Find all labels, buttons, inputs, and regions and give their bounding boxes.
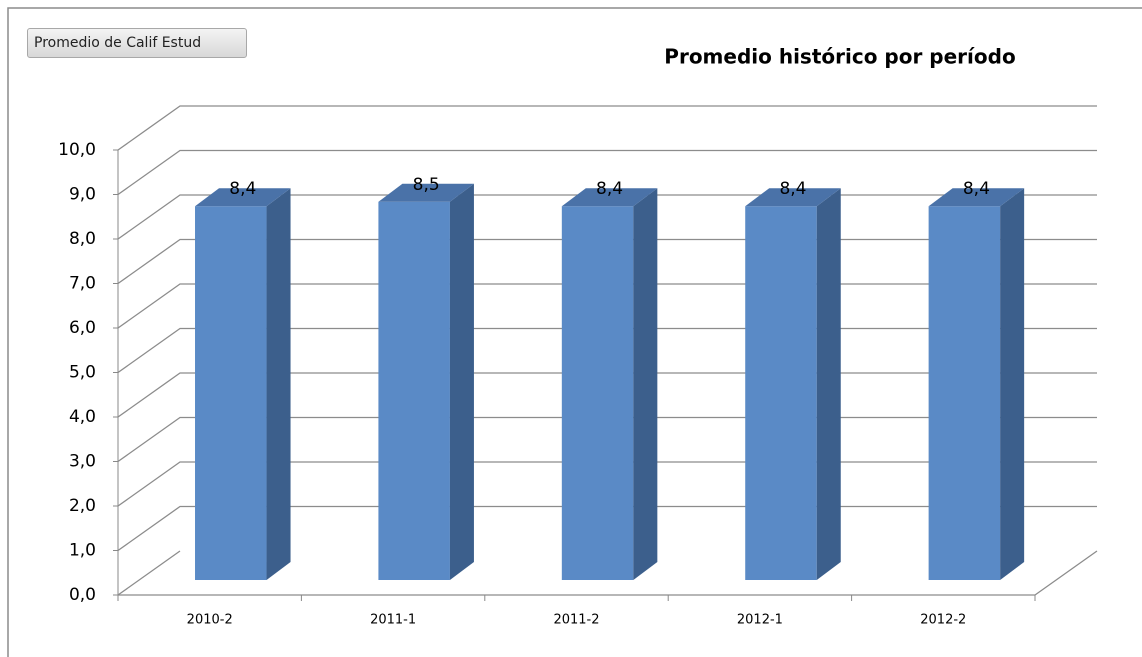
x-tick-label: 2011-2 bbox=[553, 613, 599, 628]
field-button[interactable]: Promedio de Calif Estud bbox=[27, 28, 247, 58]
y-tick-label: 1,0 bbox=[69, 541, 96, 561]
value-label: 8,5 bbox=[413, 175, 440, 195]
x-tick-label: 2010-2 bbox=[187, 613, 233, 628]
bar-front bbox=[378, 201, 450, 581]
bar-top bbox=[561, 188, 658, 207]
x-tick-label: 2011-1 bbox=[370, 613, 416, 628]
bar-front bbox=[195, 206, 267, 581]
y-tick-label: 7,0 bbox=[69, 274, 96, 294]
grid-line bbox=[117, 105, 1097, 151]
y-tick-label: 2,0 bbox=[69, 496, 96, 516]
chart-border bbox=[7, 7, 1142, 657]
bar-side bbox=[449, 183, 474, 581]
bar-top bbox=[745, 188, 841, 207]
x-tick-label: 2012-1 bbox=[737, 613, 783, 628]
bar bbox=[928, 188, 1025, 581]
y-tick-label: 6,0 bbox=[69, 318, 96, 338]
chart-title: Promedio histórico por período bbox=[664, 45, 1015, 69]
bar bbox=[561, 188, 658, 581]
y-tick-label: 0,0 bbox=[69, 585, 96, 605]
bar-side bbox=[1000, 188, 1025, 581]
y-tick-label: 10,0 bbox=[58, 140, 96, 160]
y-tick-label: 4,0 bbox=[69, 407, 96, 427]
bar bbox=[378, 183, 474, 581]
bar-front bbox=[928, 206, 1001, 581]
y-tick-label: 9,0 bbox=[69, 185, 96, 205]
floor-edge bbox=[117, 550, 181, 596]
y-tick-label: 8,0 bbox=[69, 229, 96, 249]
x-tick-label: 2012-2 bbox=[920, 613, 966, 628]
bar-front bbox=[561, 206, 634, 581]
bar-top bbox=[378, 183, 474, 202]
grid-line bbox=[117, 149, 1097, 196]
value-label: 8,4 bbox=[779, 179, 806, 199]
y-tick-label: 5,0 bbox=[69, 363, 96, 383]
y-tick-label: 3,0 bbox=[69, 452, 96, 472]
bar-top bbox=[928, 188, 1025, 207]
value-label: 8,4 bbox=[229, 179, 256, 199]
bar-side bbox=[816, 188, 841, 581]
value-label: 8,4 bbox=[596, 179, 623, 199]
bar-top bbox=[195, 188, 291, 207]
bar-front bbox=[745, 206, 817, 581]
value-label: 8,4 bbox=[963, 179, 990, 199]
bar bbox=[195, 188, 291, 581]
bar-side bbox=[266, 188, 291, 581]
bar bbox=[745, 188, 841, 581]
bar-side bbox=[633, 188, 658, 581]
